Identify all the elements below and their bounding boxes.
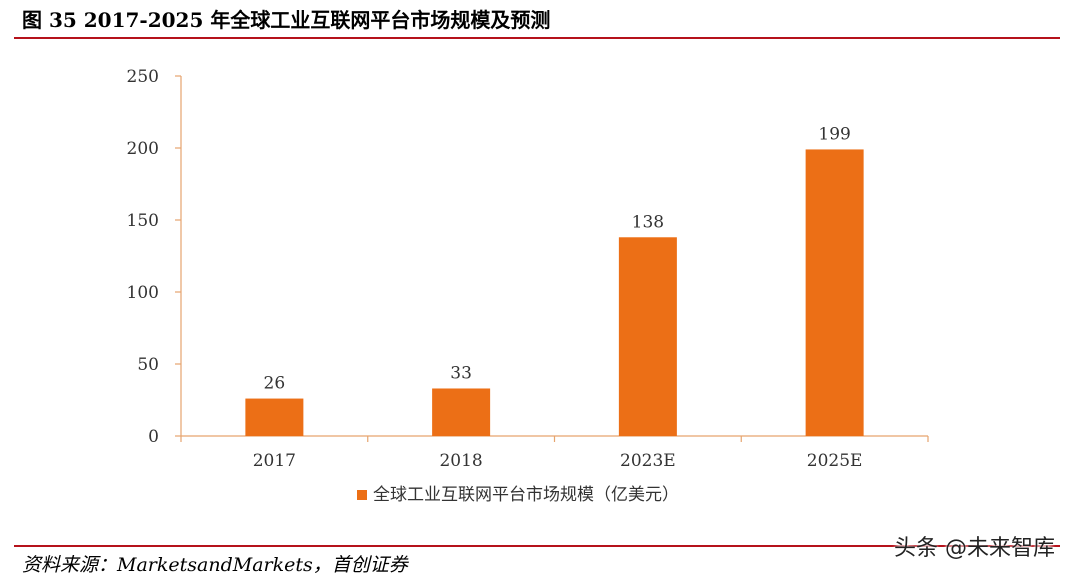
bottom-divider [14, 545, 1060, 547]
data-label: 33 [450, 363, 472, 383]
x-tick-label: 2023E [620, 451, 676, 471]
y-tick-label: 150 [127, 211, 159, 231]
data-labels: 26 33 138 199 [264, 124, 851, 393]
y-axis: 0 50 100 150 200 250 [127, 67, 182, 447]
y-tick-label: 250 [127, 67, 159, 87]
y-tick-label: 50 [137, 355, 159, 375]
figure-title: 图 35 2017-2025 年全球工业互联网平台市场规模及预测 [22, 8, 551, 32]
top-divider [14, 37, 1060, 39]
bar-chart: 0 50 100 150 200 250 2017 2018 2023E 2025E 26 33 1… [127, 67, 929, 505]
y-tick-label: 100 [127, 283, 159, 303]
figure-header: 图 35 2017-2025 年全球工业互联网平台市场规模及预测 [14, 4, 1058, 38]
source-note: 资料来源：MarketsandMarkets，首创证券 [22, 554, 408, 576]
bar [432, 388, 491, 436]
legend: 全球工业互联网平台市场规模（亿美元） [357, 485, 679, 505]
x-tick-label: 2025E [807, 451, 863, 471]
x-tick-label: 2018 [439, 451, 482, 471]
bar [618, 237, 677, 436]
bar [805, 149, 864, 436]
x-axis: 2017 2018 2023E 2025E [180, 435, 929, 471]
legend-swatch [357, 490, 367, 500]
watermark: 头条 @未来智库 [894, 536, 1055, 561]
y-tick-label: 0 [148, 427, 159, 447]
bar [245, 398, 304, 436]
bars [245, 149, 864, 436]
y-tick-label: 200 [127, 139, 159, 159]
legend-label: 全球工业互联网平台市场规模（亿美元） [373, 485, 679, 505]
data-label: 138 [632, 212, 664, 232]
data-label: 26 [264, 374, 286, 394]
data-label: 199 [818, 124, 850, 144]
x-tick-label: 2017 [253, 451, 296, 471]
